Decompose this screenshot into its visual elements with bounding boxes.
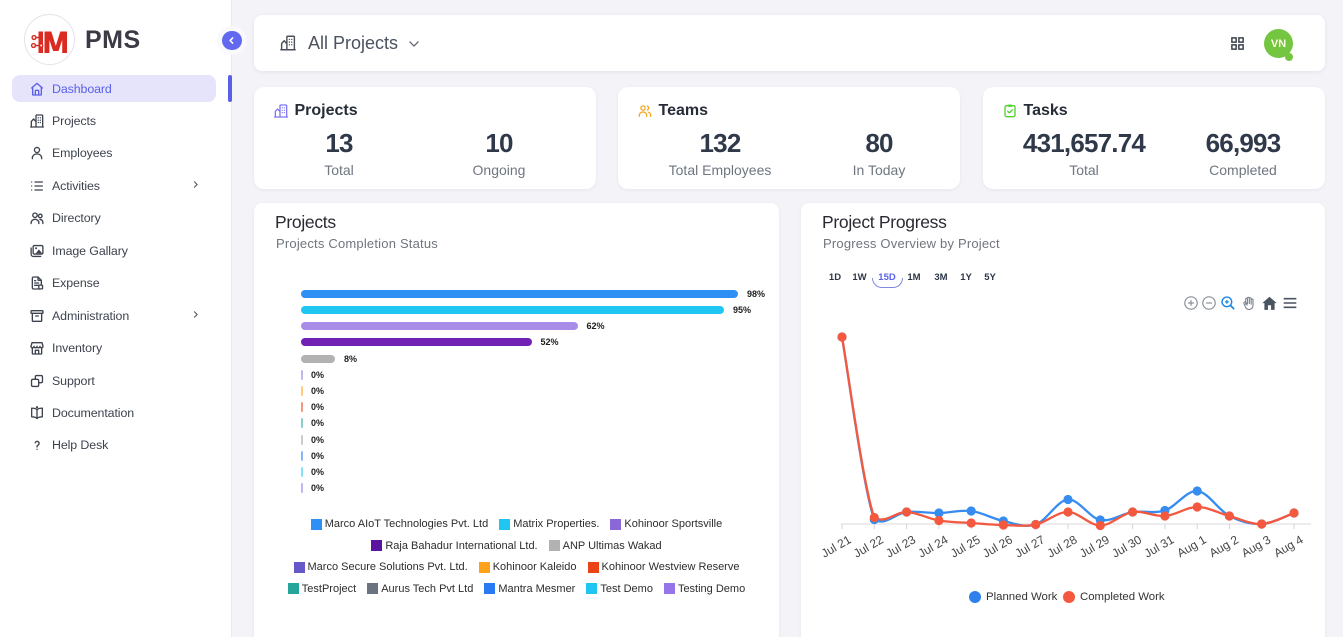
- svg-text:Aug 4: Aug 4: [1271, 532, 1305, 560]
- svg-text:Aug 3: Aug 3: [1239, 532, 1273, 560]
- svg-text:Jul 21: Jul 21: [819, 532, 854, 560]
- svg-text:Jul 27: Jul 27: [1012, 532, 1047, 560]
- svg-text:Jul 22: Jul 22: [851, 532, 886, 560]
- svg-text:Jul 29: Jul 29: [1077, 532, 1112, 560]
- svg-text:Jul 24: Jul 24: [916, 532, 951, 560]
- svg-text:Aug 2: Aug 2: [1207, 532, 1241, 560]
- svg-text:Jul 30: Jul 30: [1109, 532, 1144, 560]
- svg-text:Jul 28: Jul 28: [1045, 532, 1080, 560]
- svg-text:Jul 26: Jul 26: [980, 532, 1015, 560]
- svg-text:Jul 25: Jul 25: [948, 532, 983, 560]
- svg-text:Jul 23: Jul 23: [883, 532, 918, 560]
- svg-text:Aug 1: Aug 1: [1175, 532, 1209, 560]
- svg-text:Jul 31: Jul 31: [1142, 532, 1177, 560]
